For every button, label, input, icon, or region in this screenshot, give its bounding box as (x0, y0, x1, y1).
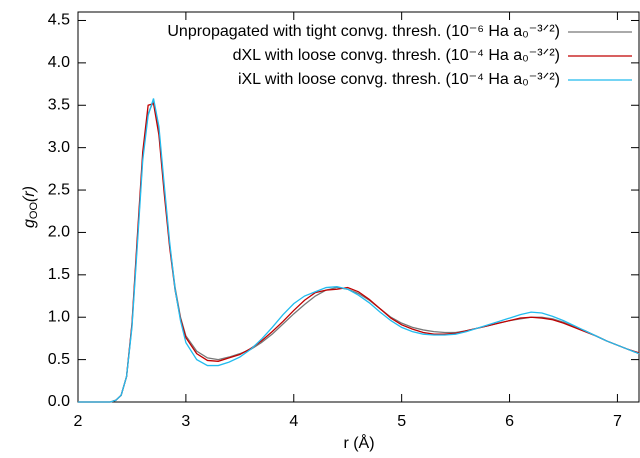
plot-frame (77, 11, 640, 403)
x-axis-label: r (Å) (343, 433, 374, 452)
y-label-arg: (r) (21, 186, 38, 202)
y-tick-label: 4.0 (48, 54, 70, 71)
y-tick-label: 0.0 (48, 393, 70, 410)
legend-label: iXL with loose convg. thresh. (10⁻⁴ Ha a… (238, 71, 560, 88)
line-series (78, 98, 640, 403)
y-tick-label: 2.5 (48, 181, 70, 198)
y-label-sub: OO (28, 202, 40, 220)
x-tick-label: 2 (74, 413, 83, 430)
y-tick-label: 3.0 (48, 139, 70, 156)
line-series (78, 102, 640, 403)
y-label-main: g (21, 219, 38, 228)
x-tick-label: 3 (181, 413, 190, 430)
y-tick-label: 4.5 (48, 12, 70, 29)
y-tick-label: 1.5 (48, 266, 70, 283)
y-tick-label: 1.0 (48, 308, 70, 325)
x-tick-label: 7 (613, 413, 622, 430)
legend-label: Unpropagated with tight convg. thresh. (… (167, 23, 560, 40)
legend-label: dXL with loose convg. thresh. (10⁻⁴ Ha a… (233, 47, 560, 64)
line-series (78, 98, 640, 403)
y-axis-label: gOO(r) (21, 186, 40, 228)
y-tick-label: 2.0 (48, 224, 70, 241)
y-tick-label: 3.5 (48, 96, 70, 113)
x-tick-label: 6 (505, 413, 514, 430)
x-tick-label: 4 (289, 413, 298, 430)
y-tick-label: 0.5 (48, 351, 70, 368)
x-tick-label: 5 (397, 413, 406, 430)
